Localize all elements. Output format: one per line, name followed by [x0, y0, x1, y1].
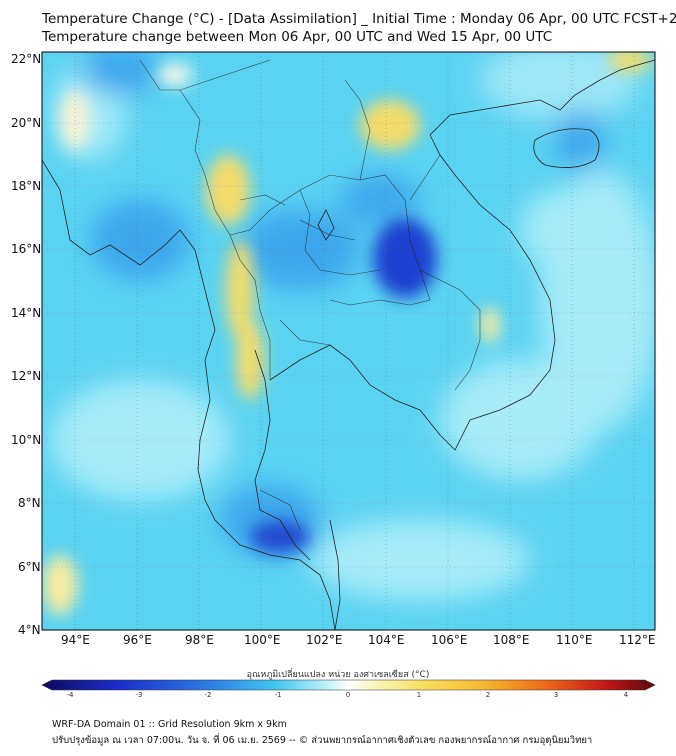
- lon-label: 98°E: [185, 633, 214, 647]
- lon-label: 96°E: [123, 633, 152, 647]
- lat-label: 22°N: [11, 52, 42, 66]
- update-credit: ปรับปรุงข้อมูล ณ เวลา 07:00น. วัน จ. ที่…: [52, 735, 593, 746]
- lat-label: 20°N: [11, 116, 42, 130]
- lat-label: 14°N: [11, 306, 42, 320]
- colorbar-tick: -1: [274, 691, 282, 699]
- colorbar-tick: -4: [66, 691, 74, 699]
- lon-label: 102°E: [306, 633, 343, 647]
- lat-label: 8°N: [18, 496, 41, 510]
- colorbar-tick: -2: [204, 691, 212, 699]
- colorbar: [41, 679, 656, 691]
- model-info: WRF-DA Domain 01 :: Grid Resolution 9km …: [52, 719, 287, 730]
- lon-label: 106°E: [431, 633, 468, 647]
- lat-label: 16°N: [11, 242, 42, 256]
- boundaries: [139, 59, 481, 531]
- colorbar-tick: 1: [416, 691, 422, 699]
- lon-label: 110°E: [556, 633, 593, 647]
- lon-label: 112°E: [619, 633, 656, 647]
- coastlines: [42, 59, 655, 630]
- lat-label: 18°N: [11, 179, 42, 193]
- gridlines: [42, 52, 655, 630]
- colorbar-tick: -3: [135, 691, 143, 699]
- map-subtitle: Temperature change between Mon 06 Apr, 0…: [42, 29, 553, 45]
- colorbar-label: อุณหภูมิเปลี่ยนแปลง หน่วย องศาเซลเซียส (…: [246, 670, 430, 680]
- lon-label: 100°E: [244, 633, 281, 647]
- lon-label: 108°E: [493, 633, 530, 647]
- colorbar-tick: 3: [553, 691, 559, 699]
- colorbar-tick: 2: [485, 691, 491, 699]
- colorbar-tick: 0: [345, 691, 351, 699]
- lat-label: 12°N: [11, 369, 42, 383]
- temperature-field: [42, 52, 655, 630]
- lon-label: 104°E: [368, 633, 405, 647]
- colorbar-tick: 4: [623, 691, 629, 699]
- lat-label: 10°N: [11, 433, 42, 447]
- map-title: Temperature Change (°C) - [Data Assimila…: [42, 11, 676, 27]
- lat-label: 6°N: [18, 560, 41, 574]
- lat-label: 4°N: [18, 623, 41, 637]
- map-border: [41, 51, 656, 631]
- colorbar-ramp: [41, 679, 656, 691]
- lon-label: 94°E: [61, 633, 90, 647]
